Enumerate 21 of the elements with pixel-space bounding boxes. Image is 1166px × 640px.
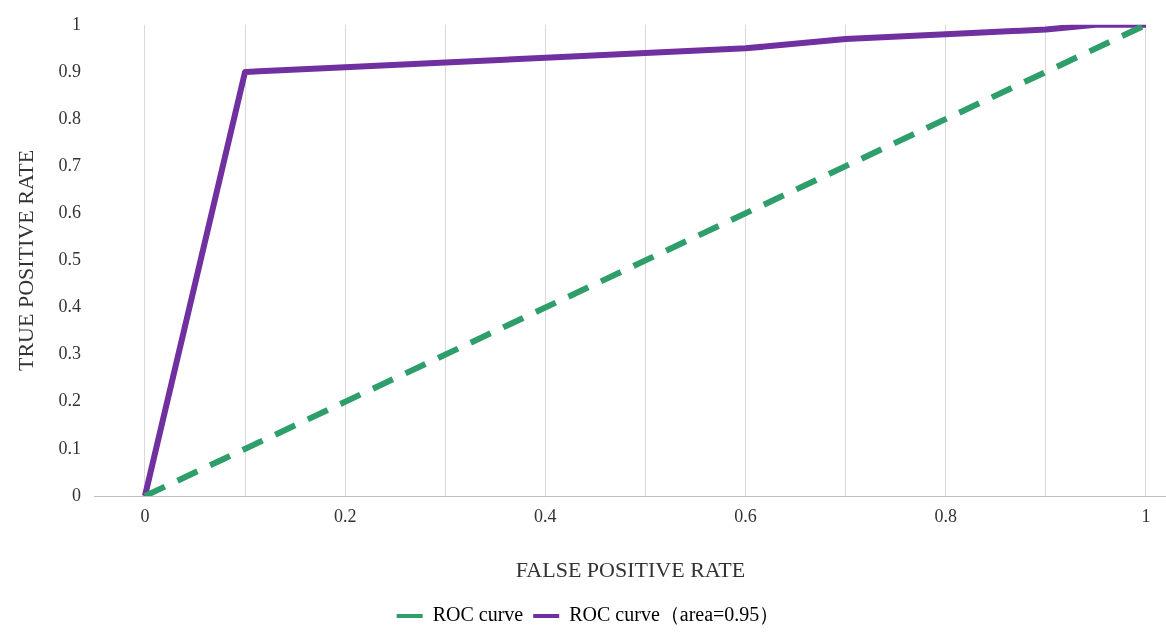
y-tick-label: 0.3: [58, 343, 81, 364]
y-tick-label: 0.4: [58, 296, 81, 317]
legend-label: ROC curve: [432, 603, 524, 626]
legend-label: ROC curve（area=0.95）: [569, 603, 780, 626]
y-tick-label: 0.2: [58, 390, 81, 411]
y-tick-label: 0.5: [58, 249, 81, 270]
y-tick-label: 1: [71, 13, 81, 34]
x-tick-label: 1: [1141, 505, 1151, 526]
x-tick-label: 0.2: [333, 505, 357, 526]
x-tick-label: 0: [140, 505, 150, 526]
y-axis-title: TRUE POSITIVE RATE: [12, 149, 38, 372]
x-axis-title: FALSE POSITIVE RATE: [515, 556, 746, 582]
y-tick-label: 0: [71, 484, 81, 505]
x-tick-label: 0.4: [534, 505, 557, 526]
y-tick-label: 0.8: [58, 107, 81, 128]
y-tick-label: 0.7: [58, 154, 81, 175]
y-tick-label: 0.1: [58, 437, 81, 458]
x-tick-label: 0.8: [934, 505, 958, 526]
x-tick-label: 0.6: [734, 505, 757, 526]
y-tick-label: 0.9: [58, 60, 81, 81]
y-tick-label: 0.6: [58, 202, 81, 223]
